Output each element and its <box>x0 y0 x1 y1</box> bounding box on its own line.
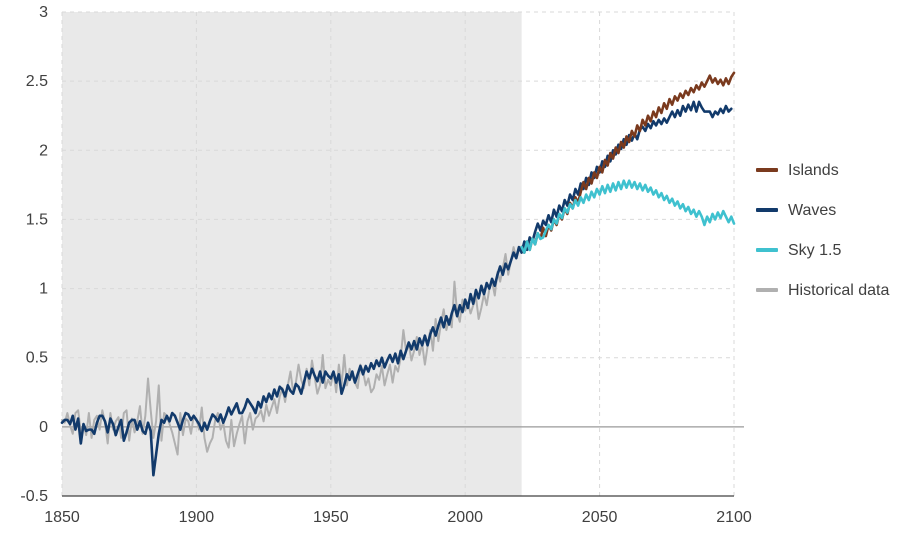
x-tick-label: 2000 <box>447 509 483 526</box>
legend-swatch <box>756 168 778 172</box>
x-tick-label: 1850 <box>44 509 80 526</box>
legend-swatch <box>756 248 778 252</box>
x-tick-label: 1900 <box>179 509 215 526</box>
y-tick-label: 3 <box>39 4 48 21</box>
legend-label: Historical data <box>788 282 889 299</box>
y-tick-label: -0.5 <box>20 488 48 505</box>
climate-projection-chart: 1850 1900 1950 2000 2050 2100 -0.5 0 0.5 1 1.5 2 2.5… <box>0 0 909 550</box>
legend-label: Waves <box>788 202 836 219</box>
chart-svg: 1850 1900 1950 2000 2050 2100 -0.5 0 0.5 1 1.5 2 2.5… <box>0 0 909 550</box>
y-tick-label: 2.5 <box>26 73 48 90</box>
x-tick-label: 2050 <box>582 509 618 526</box>
legend-swatch <box>756 288 778 292</box>
y-tick-label: 0 <box>39 419 48 436</box>
y-tick-label: 2 <box>39 142 48 159</box>
legend-label: Islands <box>788 162 839 179</box>
legend-label: Sky 1.5 <box>788 242 841 259</box>
x-tick-label: 2100 <box>716 509 752 526</box>
y-tick-label: 1 <box>39 281 48 298</box>
x-tick-label: 1950 <box>313 509 349 526</box>
y-tick-label: 0.5 <box>26 350 48 367</box>
y-tick-label: 1.5 <box>26 211 48 228</box>
legend-swatch <box>756 208 778 212</box>
